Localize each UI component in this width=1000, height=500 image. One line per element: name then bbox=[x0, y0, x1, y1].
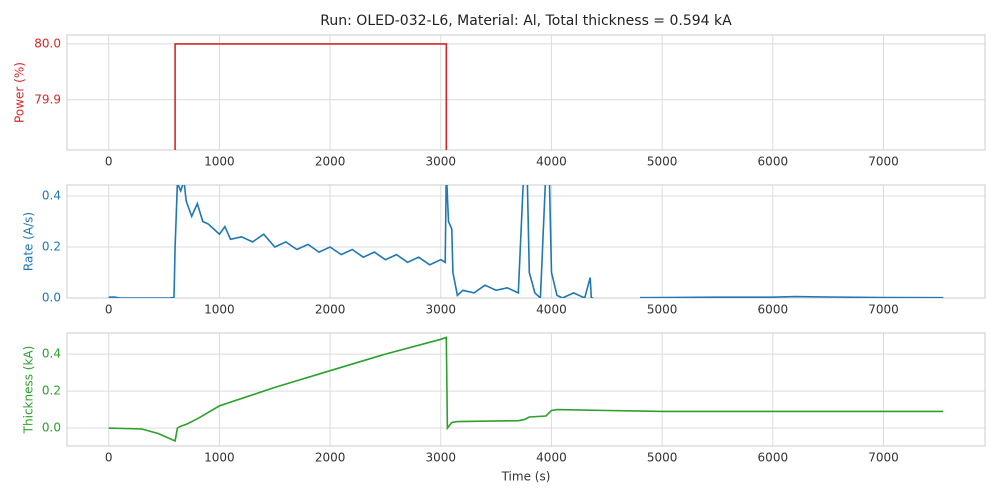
x-tick-label: 2000 bbox=[315, 155, 346, 169]
x-tick-label: 1000 bbox=[204, 303, 235, 317]
x-tick-label: 5000 bbox=[647, 155, 678, 169]
x-tick-label: 6000 bbox=[758, 451, 789, 465]
x-tick-label: 3000 bbox=[426, 303, 457, 317]
x-tick-label: 2000 bbox=[315, 451, 346, 465]
y-tick-label: 0.0 bbox=[42, 291, 61, 305]
x-tick-label: 7000 bbox=[868, 155, 899, 169]
x-tick-label: 5000 bbox=[647, 303, 678, 317]
y-axis-label: Power (%) bbox=[13, 62, 27, 123]
x-tick-label: 4000 bbox=[536, 155, 567, 169]
y-tick-label: 0.4 bbox=[42, 347, 61, 361]
y-tick-label: 0.2 bbox=[42, 384, 61, 398]
y-axis-label: Rate (A/s) bbox=[22, 212, 36, 271]
data-line bbox=[108, 185, 944, 298]
x-tick-label: 3000 bbox=[426, 155, 457, 169]
x-tick-label: 6000 bbox=[758, 155, 789, 169]
x-tick-label: 4000 bbox=[536, 303, 567, 317]
x-axis-label: Time (s) bbox=[501, 470, 551, 484]
x-tick-label: 0 bbox=[105, 155, 113, 169]
axes-frame bbox=[66, 184, 986, 299]
axes-frame bbox=[66, 34, 986, 151]
x-tick-label: 7000 bbox=[868, 303, 899, 317]
axes-frame bbox=[66, 332, 986, 447]
x-tick-label: 7000 bbox=[868, 451, 899, 465]
chart-title: Run: OLED-032-L6, Material: Al, Total th… bbox=[320, 13, 732, 29]
y-tick-label: 79.9 bbox=[34, 92, 61, 106]
x-tick-label: 6000 bbox=[758, 303, 789, 317]
x-tick-label: 0 bbox=[105, 451, 113, 465]
x-tick-label: 3000 bbox=[426, 451, 457, 465]
data-line bbox=[174, 43, 448, 150]
x-tick-label: 4000 bbox=[536, 451, 567, 465]
y-tick-label: 0.4 bbox=[42, 188, 61, 202]
y-tick-label: 80.0 bbox=[34, 36, 61, 50]
x-tick-label: 1000 bbox=[204, 451, 235, 465]
x-tick-label: 1000 bbox=[204, 155, 235, 169]
y-tick-label: 0.0 bbox=[42, 421, 61, 435]
x-tick-label: 5000 bbox=[647, 451, 678, 465]
y-tick-label: 0.2 bbox=[42, 239, 61, 253]
data-line bbox=[108, 336, 944, 443]
y-axis-label: Thickness (kA) bbox=[22, 346, 36, 435]
x-tick-label: 0 bbox=[105, 303, 113, 317]
x-tick-label: 2000 bbox=[315, 303, 346, 317]
